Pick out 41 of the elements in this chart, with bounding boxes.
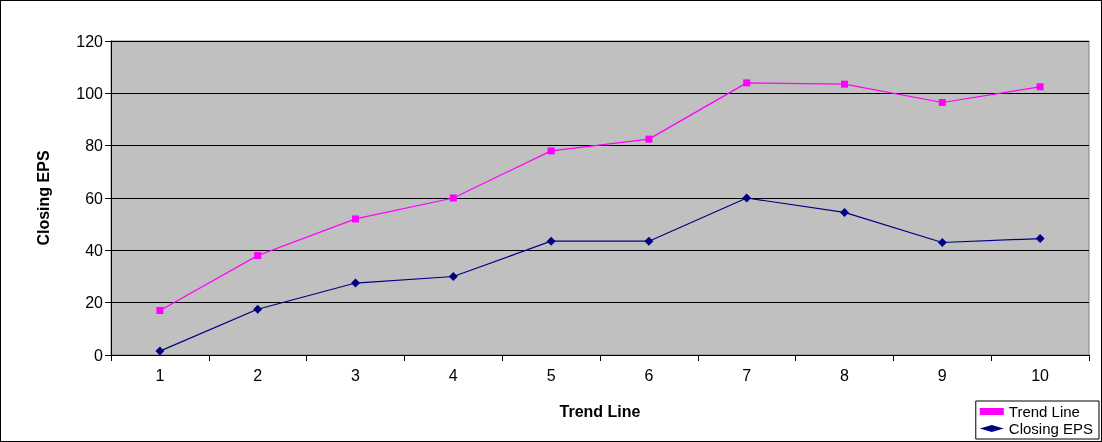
point (253, 304, 263, 314)
y-tick-label: 120 (76, 32, 104, 50)
x-tick-label: 9 (937, 366, 947, 384)
point (1036, 83, 1044, 91)
point (644, 236, 654, 246)
point (156, 307, 164, 315)
point (840, 207, 849, 217)
point (155, 346, 165, 356)
x-tick-label: 6 (644, 366, 654, 384)
y-tick-label: 0 (94, 346, 104, 364)
y-axis-title: Closing EPS (34, 150, 52, 246)
y-tick-label: 100 (76, 84, 104, 102)
point (448, 272, 458, 281)
point (254, 252, 262, 260)
x-axis-title: Trend Line (559, 402, 641, 420)
x-tick-label: 2 (253, 366, 263, 384)
x-tick-label: 7 (742, 366, 752, 384)
point (742, 193, 752, 203)
point (937, 237, 947, 247)
point (546, 236, 556, 246)
legend-label: Trend Line (1008, 403, 1080, 420)
point (938, 98, 946, 106)
point (743, 79, 751, 87)
point (645, 135, 653, 143)
y-tick-label: 80 (85, 137, 104, 155)
point (1035, 234, 1045, 244)
y-tick-label: 60 (85, 189, 104, 207)
x-tick-label: 8 (840, 366, 850, 384)
legend-label: Closing EPS (1008, 420, 1094, 437)
point (449, 194, 457, 202)
x-tick-label: 5 (546, 366, 556, 384)
point (841, 80, 848, 88)
point (351, 278, 360, 288)
x-tick-label: 4 (448, 366, 458, 384)
x-tick-label: 1 (155, 366, 165, 384)
x-tick-label: 10 (1031, 366, 1050, 384)
point (547, 147, 555, 155)
point (352, 215, 359, 223)
y-tick-label: 20 (85, 294, 104, 312)
y-tick-label: 40 (85, 241, 104, 259)
x-tick-label: 3 (351, 366, 361, 384)
